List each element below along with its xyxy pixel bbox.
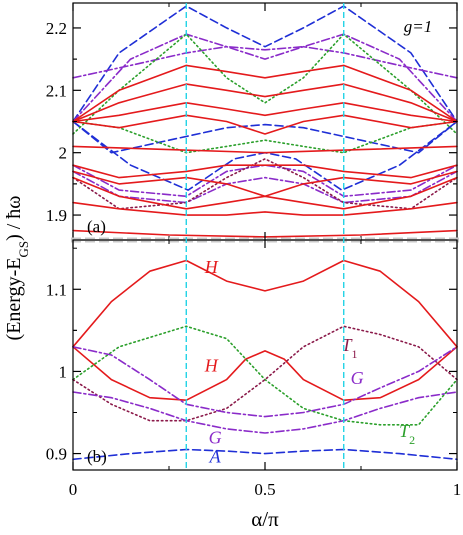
panel-a-series-line [72, 102, 458, 123]
panel-a-label: (a) [87, 217, 106, 236]
coupling-annotation: g=1 [404, 17, 432, 36]
panel-a-frame [72, 2, 458, 241]
panel-a-series-line [72, 114, 458, 135]
y-axis-label-main: (Energy-E [3, 258, 25, 341]
y-axis-label: (Energy-EGS) / ħω [3, 196, 31, 341]
y-axis-label-sub: GS [16, 241, 31, 258]
y-tick-label: 1.1 [46, 280, 67, 299]
panel-a-series-line [72, 170, 458, 204]
panel-a-series-line [72, 170, 458, 198]
panel-a-series-line [72, 120, 458, 154]
panel-b-label: (b) [87, 447, 107, 466]
y-tick-label: 0.9 [46, 445, 67, 464]
y-tick-label: 2.2 [46, 19, 67, 38]
y-axis-label-end: ) / ħω [3, 196, 25, 241]
series-annotation: G [209, 428, 222, 448]
panel-a-series-line [72, 5, 458, 123]
panel-b-series-line [72, 325, 458, 422]
y-tick-label: 2.1 [46, 81, 67, 100]
x-tick-label: 0 [69, 480, 78, 499]
y-tick-label: 1 [59, 362, 68, 381]
series-annotation: T1 [341, 335, 357, 361]
panel-a-series-line [72, 33, 458, 135]
y-tick-label: 1.9 [46, 206, 67, 225]
series-annotation: T2 [399, 421, 415, 447]
x-tick-label: 0.5 [254, 480, 275, 499]
panel-b-series-line [72, 259, 458, 348]
panel-a-series-line [72, 164, 458, 198]
panel-a-series-line [72, 201, 458, 216]
panel-a-series-line [72, 64, 458, 123]
cyan-reference-lines [185, 3, 345, 470]
panel-a: 1.9 2 2.1 2.2 (a) [46, 2, 458, 241]
x-axis-label: α/π [251, 507, 279, 531]
panel-a-series-line [72, 145, 458, 154]
panel-b-series-line [72, 346, 458, 401]
x-tick-label: 1 [453, 480, 462, 499]
y-tick-label: 2 [59, 144, 68, 163]
panel-a-series-line [72, 176, 458, 210]
panel-a-series-line [72, 158, 458, 210]
series-annotation: G [351, 368, 364, 388]
panel-b: 0.9 1 1.1 0 0.5 1 (b) H H T1 G G T2 A [46, 239, 462, 499]
panel-a-series-line [72, 33, 458, 123]
panel-a-series-line [72, 164, 458, 179]
series-annotation: A [209, 447, 222, 467]
panel-b-series-line [72, 448, 458, 461]
panel-b-series-line [72, 325, 458, 426]
panel-a-series-line [72, 83, 458, 123]
panel-b-series-line [72, 391, 458, 434]
panel-b-series-line [72, 346, 458, 418]
series-annotation: H [204, 257, 219, 277]
panel-a-series-line [72, 45, 458, 79]
series-annotation: H [204, 355, 219, 375]
